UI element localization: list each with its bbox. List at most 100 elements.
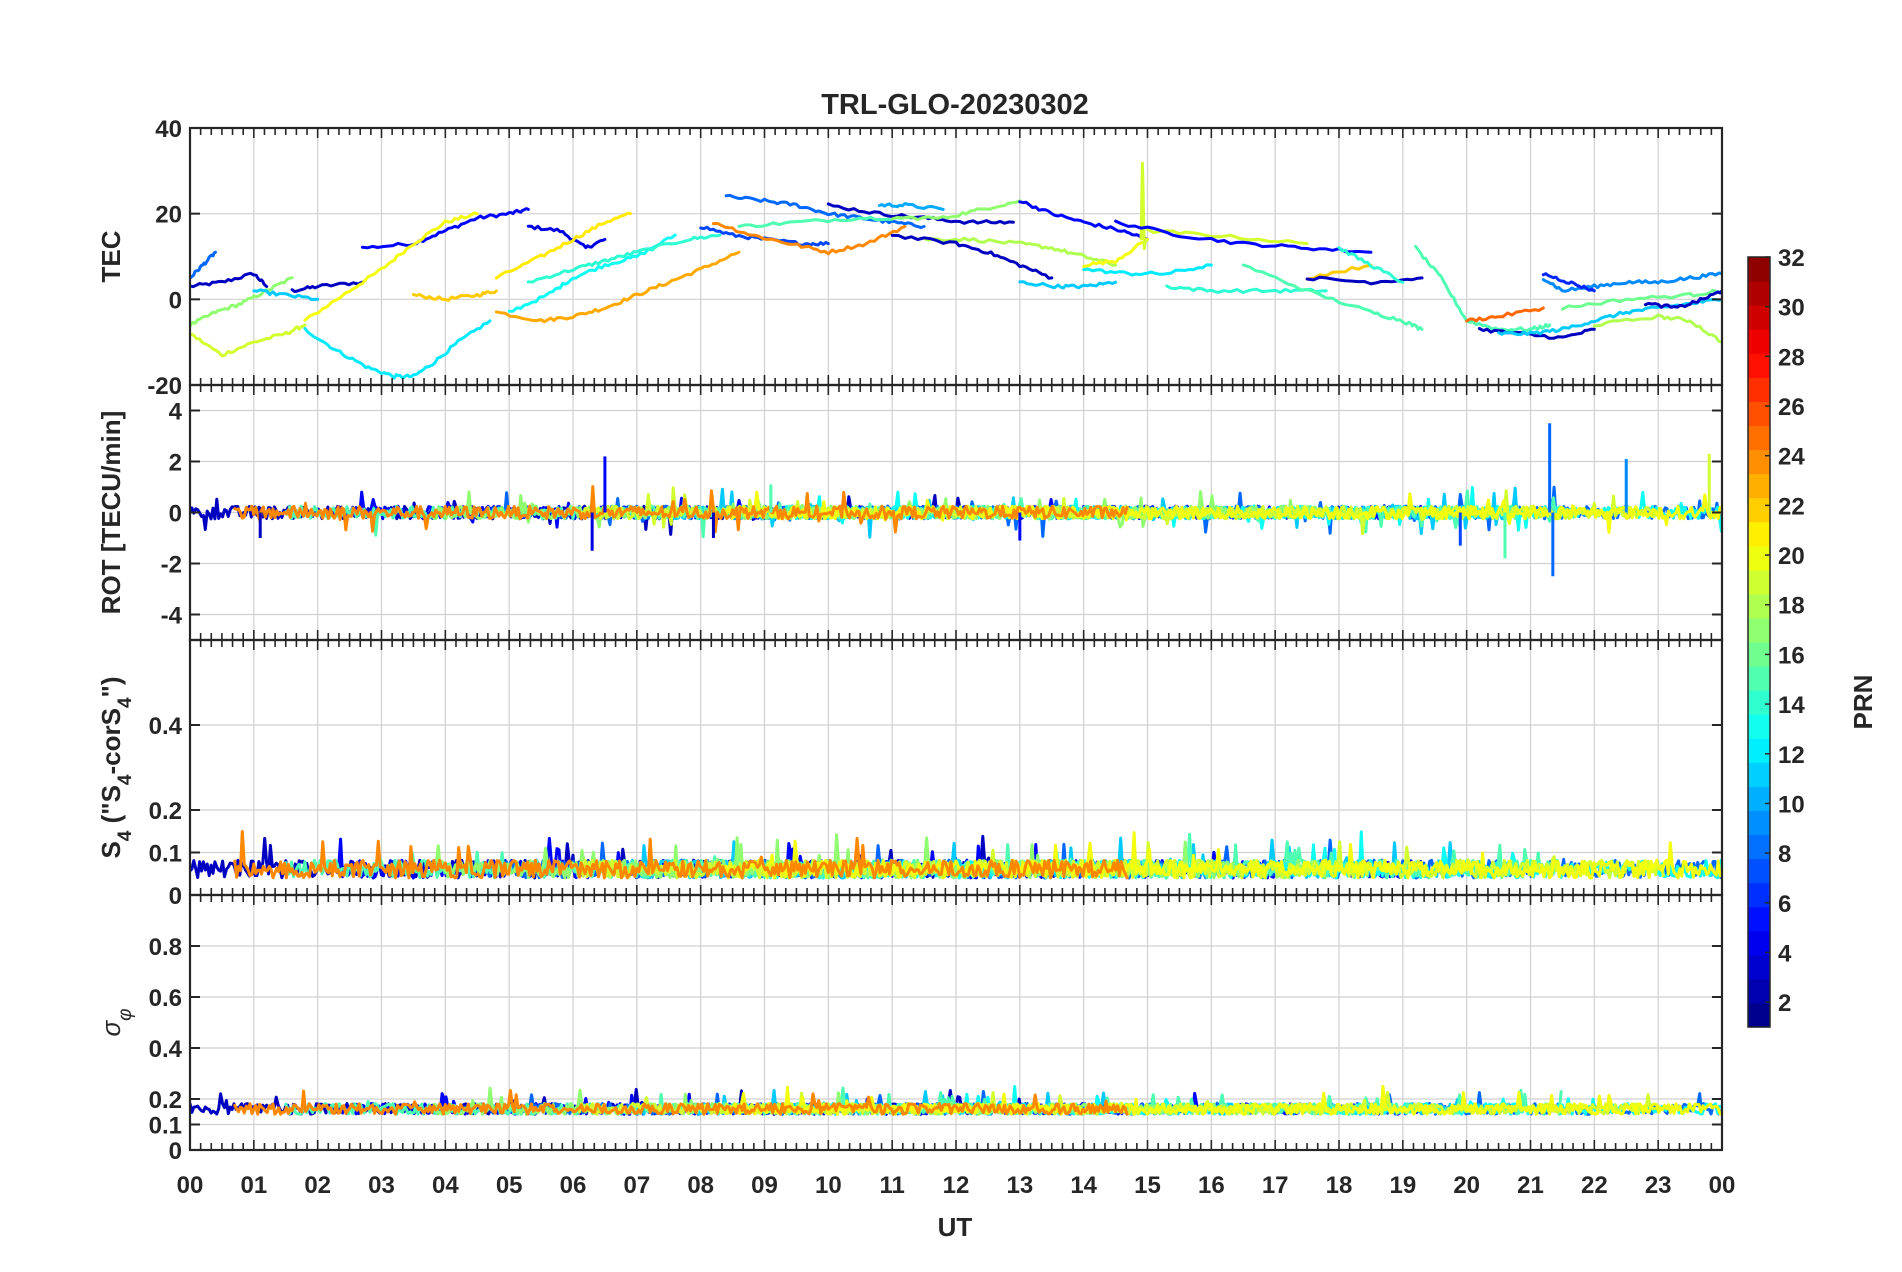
y-tick-label: 0.4 <box>149 1036 183 1063</box>
tec-series-prn-17 <box>190 276 294 328</box>
y-tick-label: 0.2 <box>149 798 182 825</box>
s4-series-prn-24 <box>233 830 1129 880</box>
x-tick-label: 09 <box>751 1172 778 1199</box>
tec-series-prn-19 <box>190 323 307 358</box>
tec-series-prn-20 <box>303 211 479 322</box>
colorbar-label: PRN <box>1848 675 1878 730</box>
tec-series-prn-11 <box>1018 280 1118 290</box>
tec-series-prn-21 <box>494 211 632 280</box>
colorbar-segment <box>1748 906 1770 932</box>
tec-series-prn-5 <box>360 207 530 250</box>
colorbar-tick-label: 14 <box>1778 692 1805 719</box>
colorbar-segment <box>1748 714 1770 739</box>
panel-sigma_phi: 00.10.2 0.4 0.6 0.8 σφ <box>96 893 1724 1165</box>
x-tick-label: 08 <box>687 1172 714 1199</box>
x-tick-label: 20 <box>1453 1172 1480 1199</box>
x-tick-label: 07 <box>623 1172 650 1199</box>
colorbar-segment <box>1748 762 1770 787</box>
y-tick-label: -4 <box>161 603 183 630</box>
colorbar-segment <box>1748 401 1770 427</box>
tec-series-prn-14 <box>1337 246 1405 284</box>
x-tick-label: 18 <box>1326 1172 1353 1199</box>
x-tick-label: 13 <box>1006 1172 1033 1199</box>
tec-series-prn-3 <box>1305 275 1424 286</box>
tec-series-prn-18 <box>922 236 1118 267</box>
colorbar-segment <box>1748 617 1770 643</box>
data-rot <box>190 423 1722 577</box>
x-tick-label: 17 <box>1262 1172 1289 1199</box>
x-tick-label: 06 <box>560 1172 587 1199</box>
colorbar-tick-label: 6 <box>1778 891 1791 918</box>
x-tick-label: 15 <box>1134 1172 1161 1199</box>
panel-rot: -4 -2 0 2 4 ROT [TECU/min] <box>96 383 1724 642</box>
colorbar-tick-label: 18 <box>1778 593 1805 620</box>
tec-series-prn-5 <box>1114 219 1373 254</box>
x-tick-label: 21 <box>1517 1172 1544 1199</box>
tec-series-prn-25 <box>1465 306 1545 323</box>
x-tick-label: 22 <box>1581 1172 1608 1199</box>
y-tick-label: 4 <box>169 399 183 426</box>
tec-series-prn-16 <box>1560 289 1722 311</box>
colorbar-tick-label: 20 <box>1778 543 1805 570</box>
tec-series-prn-17 <box>890 199 1022 222</box>
colorbar-tick-label: 16 <box>1778 642 1805 669</box>
y-axis-label-tec: TEC <box>96 230 126 282</box>
data-s4 <box>190 830 1722 880</box>
tec-series-prn-5 <box>1018 200 1149 241</box>
x-tick-label: 02 <box>304 1172 331 1199</box>
y-tick-label: 0.1 <box>149 841 182 868</box>
y-tick-label: 0.8 <box>149 934 182 961</box>
colorbar-segment <box>1748 834 1770 860</box>
colorbar-segment <box>1748 1002 1770 1028</box>
colorbar-segment <box>1748 521 1770 547</box>
y-tick-label: 20 <box>155 202 182 229</box>
tec-series-prn-12 <box>303 319 492 380</box>
colorbar-segment <box>1748 569 1770 595</box>
colorbar-segment <box>1748 353 1770 378</box>
colorbar-segment <box>1748 666 1770 691</box>
colorbar-segment <box>1748 425 1770 451</box>
chart-title: TRL-GLO-20230302 <box>821 89 1089 121</box>
colorbar-tick-label: 30 <box>1778 295 1805 322</box>
colorbar-segment <box>1748 257 1770 282</box>
tec-series-prn-3 <box>890 233 1054 280</box>
rot-series-prn-24 <box>233 485 1129 534</box>
colorbar-segment <box>1748 545 1770 571</box>
colorbar-segment <box>1748 930 1770 956</box>
colorbar-segment <box>1748 593 1770 619</box>
colorbar-tick-label: 12 <box>1778 742 1805 769</box>
colorbar-tick-label: 2 <box>1778 990 1791 1017</box>
colorbar-segment <box>1748 305 1770 330</box>
colorbar-segment <box>1748 329 1770 354</box>
colorbar-segment <box>1748 690 1770 715</box>
y-tick-label: 0.6 <box>149 985 182 1012</box>
x-tick-label: 19 <box>1389 1172 1416 1199</box>
y-tick-label: -20 <box>147 373 182 400</box>
colorbar-segment <box>1748 978 1770 1004</box>
tec-series-prn-3 <box>1477 327 1596 340</box>
tec-series-prn-22 <box>411 289 498 302</box>
y-tick-label: -2 <box>161 552 182 579</box>
panel-tec: -20 0 20 40 TEC <box>96 116 1724 400</box>
colorbar-segment <box>1748 281 1770 306</box>
y-tick-label: 40 <box>155 116 182 143</box>
tec-series-prn-20 <box>1082 237 1149 268</box>
x-tick-label: 00 <box>1709 1172 1736 1199</box>
colorbar-segment <box>1748 858 1770 884</box>
colorbar-segment <box>1748 786 1770 812</box>
x-tick-label: 05 <box>496 1172 523 1199</box>
x-tick-label: 23 <box>1645 1172 1672 1199</box>
data-tec <box>190 161 1722 380</box>
tec-series-prn-6 <box>1541 272 1596 293</box>
tec-series-prn-14 <box>526 233 722 284</box>
colorbar-segment <box>1748 377 1770 402</box>
y-tick-label: 0 <box>169 1138 182 1165</box>
y-axis-label-s4: S4 ("S4-corS4") <box>96 676 136 858</box>
colorbar-segment <box>1748 449 1770 475</box>
x-tick-label: 11 <box>879 1172 904 1199</box>
tec-series-prn-15 <box>1241 263 1424 331</box>
colorbar-tick-label: 32 <box>1778 245 1805 272</box>
